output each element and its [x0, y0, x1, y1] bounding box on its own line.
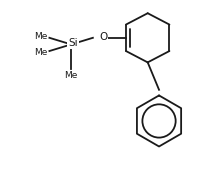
- Text: O: O: [99, 32, 107, 42]
- Text: Si: Si: [68, 39, 78, 48]
- Text: Me: Me: [64, 71, 78, 81]
- Text: Me: Me: [34, 32, 48, 41]
- Text: Me: Me: [34, 48, 48, 57]
